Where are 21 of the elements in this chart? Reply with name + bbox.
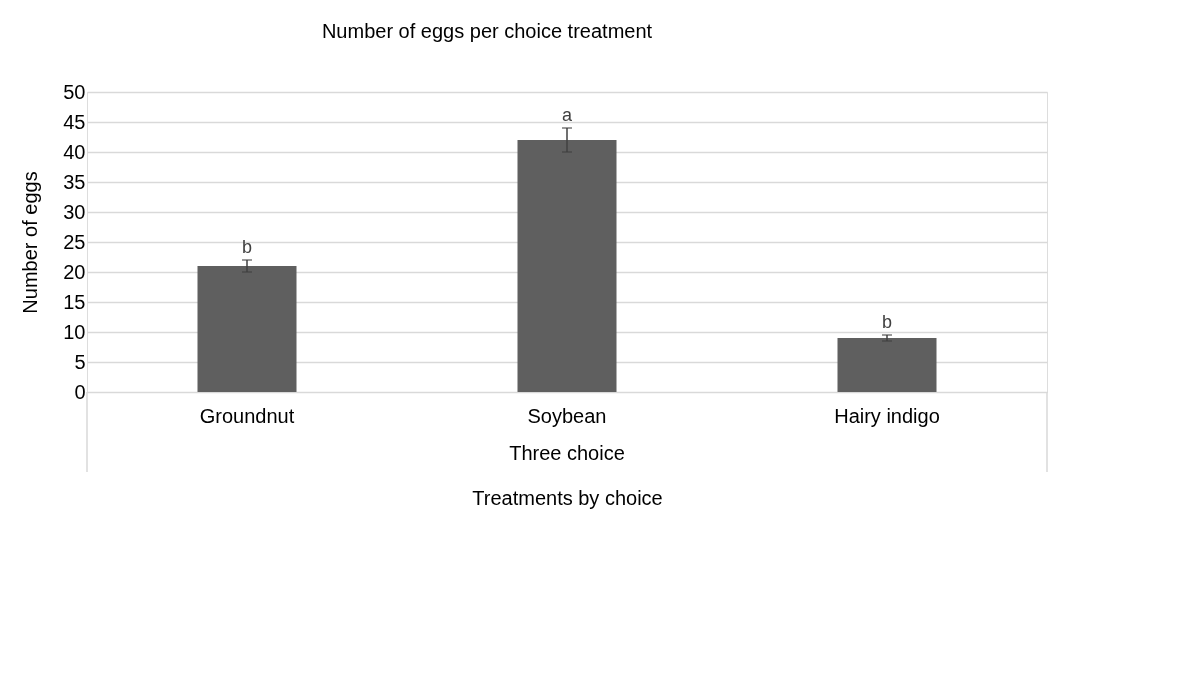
annotation: b	[241, 237, 253, 257]
y-tick-label: 35	[63, 170, 86, 193]
chart-title: Number of eggs per choice treatment	[321, 20, 653, 42]
x-tick-label: Hairy indigo	[834, 404, 940, 427]
x-tick-label: Soybean	[527, 404, 607, 427]
y-tick-label: 45	[63, 110, 86, 133]
y-tick-label: 15	[63, 290, 86, 313]
y-tick-label: 50	[63, 80, 86, 103]
x-axis-title: Treatments by choice	[472, 486, 663, 509]
y-tick-label: 40	[63, 140, 86, 163]
y-axis-title: Number of eggs	[19, 171, 42, 314]
y-tick-label: 30	[63, 200, 86, 223]
text: Three choice	[509, 442, 625, 464]
annotation: b	[881, 312, 893, 332]
y-tick-label: 25	[63, 230, 86, 253]
x-tick-label: Groundnut	[199, 404, 295, 427]
annotation: a	[561, 105, 573, 125]
y-tick-label: 5	[74, 350, 86, 373]
y-tick-label: 0	[74, 380, 86, 403]
y-tick-label: 20	[63, 260, 86, 283]
y-tick-label: 10	[63, 320, 86, 343]
